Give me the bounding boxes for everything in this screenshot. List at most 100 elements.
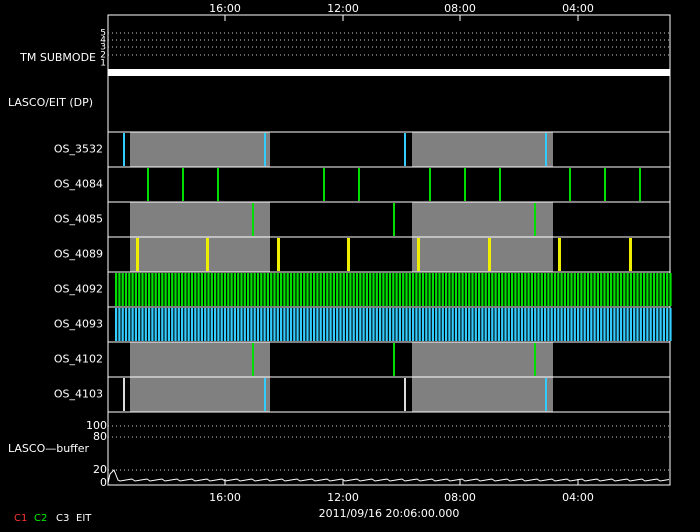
stripe bbox=[398, 308, 401, 341]
stripe bbox=[385, 308, 388, 341]
stripe bbox=[507, 308, 510, 341]
stripe bbox=[322, 308, 326, 341]
stripe bbox=[425, 308, 428, 341]
stripe bbox=[577, 273, 580, 306]
stripe bbox=[461, 273, 464, 306]
stripe bbox=[134, 308, 137, 341]
stripe bbox=[464, 308, 467, 341]
stripe bbox=[266, 308, 269, 341]
stripe bbox=[600, 308, 603, 341]
stripe bbox=[616, 273, 619, 306]
stripe bbox=[547, 273, 550, 306]
stripe bbox=[458, 308, 461, 341]
legend-entry: C3 bbox=[56, 513, 69, 524]
stripe bbox=[280, 273, 283, 306]
stripe bbox=[299, 273, 302, 306]
stripe bbox=[322, 273, 326, 306]
submode-tick-label: 5 bbox=[100, 29, 106, 39]
row-label: OS_4092 bbox=[54, 283, 103, 296]
stripe bbox=[474, 308, 477, 341]
bottom-axis-label: 16:00 bbox=[209, 491, 241, 504]
event bbox=[499, 168, 501, 201]
stripe bbox=[319, 308, 322, 341]
stripe bbox=[468, 273, 471, 306]
row-label: OS_4084 bbox=[54, 178, 103, 191]
stripe bbox=[124, 308, 128, 341]
stripe bbox=[392, 273, 395, 306]
stripe bbox=[656, 308, 659, 341]
stripe bbox=[227, 273, 230, 306]
stripe bbox=[550, 308, 553, 341]
stripe bbox=[164, 273, 167, 306]
stripe bbox=[583, 273, 586, 306]
stripe bbox=[289, 308, 293, 341]
stripe bbox=[375, 273, 378, 306]
stripe bbox=[247, 308, 250, 341]
stripe bbox=[253, 308, 256, 341]
stripe bbox=[187, 308, 190, 341]
event bbox=[182, 168, 184, 201]
stripe bbox=[293, 308, 296, 341]
event bbox=[417, 238, 420, 271]
event bbox=[217, 168, 219, 201]
stripe bbox=[527, 308, 530, 341]
stripe bbox=[306, 273, 309, 306]
stripe bbox=[666, 273, 669, 306]
stripe bbox=[167, 308, 170, 341]
submode-tick-label: 3 bbox=[100, 43, 106, 53]
submode-bar bbox=[108, 69, 670, 76]
event bbox=[404, 378, 406, 411]
stripe bbox=[326, 308, 329, 341]
stripe bbox=[487, 273, 491, 306]
stripe bbox=[497, 308, 500, 341]
stripe bbox=[227, 308, 230, 341]
stripe bbox=[372, 308, 375, 341]
shade bbox=[130, 342, 270, 377]
stripe bbox=[484, 308, 487, 341]
buffer-label: LASCO—buffer bbox=[8, 442, 90, 455]
stripe bbox=[402, 308, 405, 341]
stripe bbox=[517, 273, 520, 306]
stripe bbox=[250, 308, 253, 341]
stripe bbox=[296, 308, 299, 341]
stripe bbox=[316, 308, 319, 341]
event bbox=[347, 238, 350, 271]
stripe bbox=[379, 308, 382, 341]
stripe bbox=[577, 308, 580, 341]
event bbox=[323, 168, 325, 201]
stripe bbox=[214, 273, 217, 306]
stripe bbox=[197, 308, 200, 341]
stripe bbox=[652, 308, 656, 341]
stripe bbox=[332, 273, 335, 306]
legend-entry: EIT bbox=[76, 513, 92, 524]
stripe bbox=[223, 273, 227, 306]
stripe bbox=[481, 308, 484, 341]
bottom-axis-label: 04:00 bbox=[562, 491, 594, 504]
event bbox=[277, 238, 280, 271]
stripe bbox=[530, 308, 533, 341]
stripe bbox=[586, 308, 590, 341]
stripe bbox=[204, 273, 207, 306]
event bbox=[569, 168, 571, 201]
stripe bbox=[339, 273, 342, 306]
stripe bbox=[200, 273, 203, 306]
stripe bbox=[388, 308, 392, 341]
stripe bbox=[359, 308, 362, 341]
stripe bbox=[157, 273, 161, 306]
shade bbox=[130, 202, 270, 237]
stripe bbox=[544, 273, 547, 306]
stripe bbox=[365, 273, 368, 306]
shade bbox=[412, 132, 553, 167]
row-label: OS_4103 bbox=[54, 388, 103, 401]
stripe bbox=[405, 273, 408, 306]
stripe bbox=[652, 273, 656, 306]
stripe bbox=[504, 273, 507, 306]
stripe bbox=[283, 273, 286, 306]
stripe bbox=[214, 308, 217, 341]
row-label: OS_4085 bbox=[54, 213, 103, 226]
stripe bbox=[184, 273, 187, 306]
stripe bbox=[458, 273, 461, 306]
stripe bbox=[428, 308, 431, 341]
